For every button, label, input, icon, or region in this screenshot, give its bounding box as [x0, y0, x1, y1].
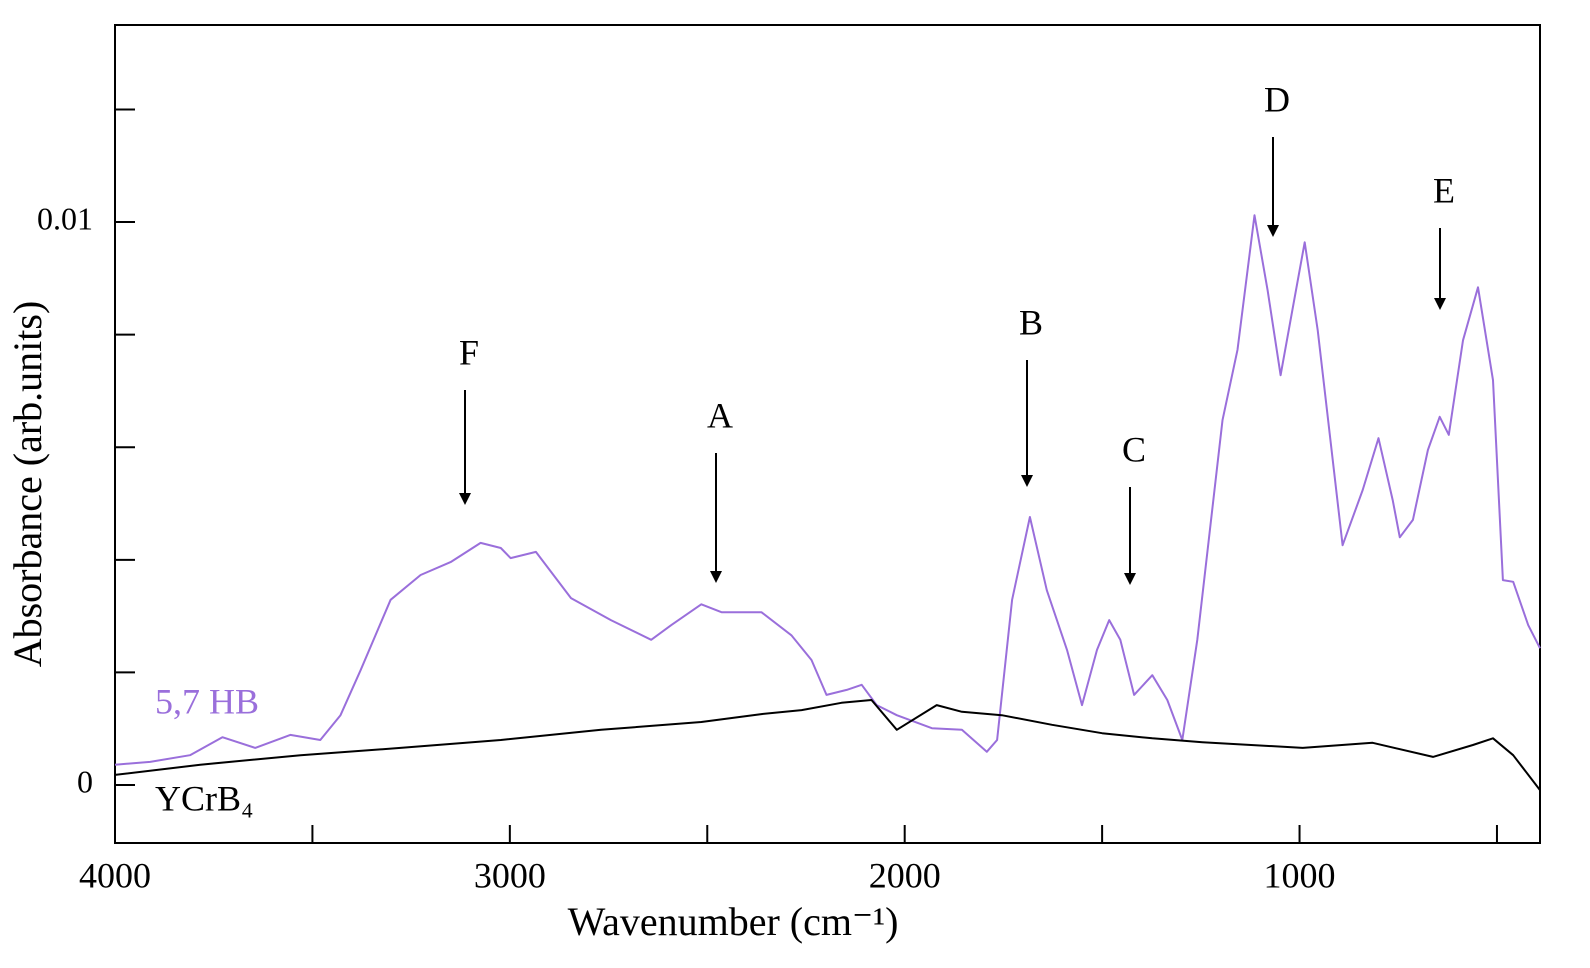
x-tick-label: 4000	[79, 855, 151, 895]
series-line	[114, 214, 1541, 766]
x-tick-label: 3000	[474, 855, 546, 895]
x-axis-label: Wavenumber (cm⁻¹)	[568, 899, 899, 944]
annotation-arrowhead	[459, 493, 471, 505]
annotation-arrowhead	[1124, 573, 1136, 585]
x-tick-label: 2000	[869, 855, 941, 895]
y-tick-label: 0.01	[37, 200, 93, 236]
annotation-label: F	[459, 332, 479, 372]
annotation-label: E	[1433, 170, 1455, 210]
annotation-arrowhead	[710, 571, 722, 583]
annotation-arrowhead	[1267, 225, 1279, 237]
annotation-label: A	[707, 395, 733, 435]
y-tick-label: 0	[77, 763, 93, 799]
series-line	[114, 699, 1541, 791]
y-axis-label: Absorbance (arb.units)	[5, 301, 50, 668]
x-tick-label: 1000	[1264, 855, 1336, 895]
plot-frame	[114, 24, 1541, 844]
annotation-label: C	[1122, 429, 1146, 469]
series-label: YCrB₄	[155, 778, 254, 818]
annotation-arrowhead	[1434, 298, 1446, 310]
series-label: 5,7 HB	[155, 681, 259, 721]
annotation-label: B	[1019, 302, 1043, 342]
annotation-label: D	[1264, 79, 1290, 119]
annotation-arrowhead	[1021, 475, 1033, 487]
